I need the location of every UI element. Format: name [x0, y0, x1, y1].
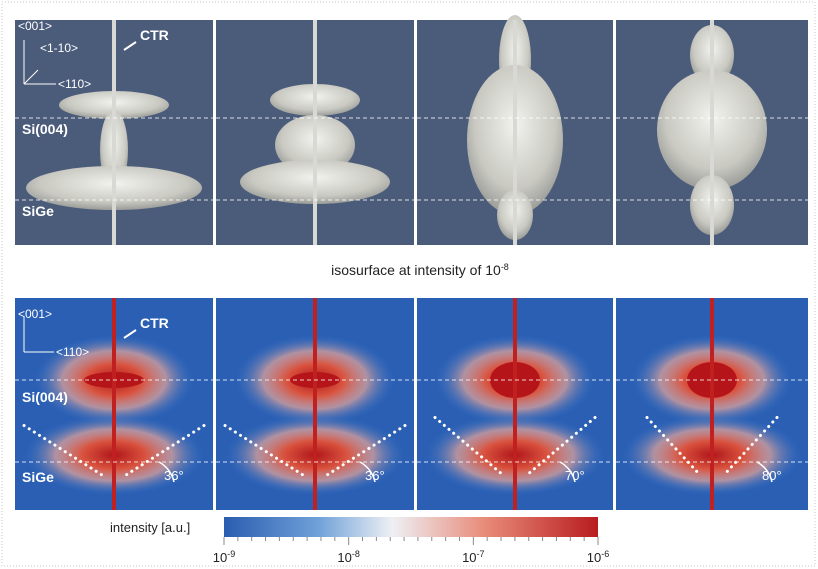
angle-label: 36° [164, 468, 184, 483]
tick-label: 10-6 [587, 549, 609, 565]
tick-label: 10-8 [337, 549, 359, 565]
axis-label: <001> [18, 307, 52, 321]
ctr-rod [112, 20, 116, 245]
ctr-rod [513, 298, 517, 510]
axis-label: <110> [56, 345, 89, 359]
ctr-rod [313, 20, 317, 245]
tick-base: 10 [587, 550, 601, 565]
axis-label: <001> [18, 19, 52, 33]
colorbar-label: intensity [a.u.] [110, 520, 190, 535]
ctr-rod [710, 20, 714, 245]
tick-exponent: -7 [477, 549, 485, 559]
colorbar [224, 517, 598, 537]
tick-base: 10 [337, 550, 351, 565]
peak-label: Si(004) [22, 121, 68, 137]
peak-label: Si(004) [22, 389, 68, 405]
caption-text: isosurface at intensity of 10 [331, 262, 501, 278]
axis-label: <110> [58, 77, 91, 91]
tick-exponent: -6 [601, 549, 609, 559]
angle-label: 36° [365, 468, 385, 483]
axis-label: <1-10> [40, 41, 78, 55]
tick-base: 10 [462, 550, 476, 565]
ctr-rod [710, 298, 714, 510]
tick-exponent: -9 [227, 549, 235, 559]
angle-label: 70° [565, 468, 585, 483]
peak-label: SiGe [22, 469, 54, 485]
tick-label: 10-7 [462, 549, 484, 565]
ctr-rod [513, 20, 517, 245]
caption-exponent: -8 [501, 262, 509, 272]
tick-base: 10 [213, 550, 227, 565]
ctr-label: CTR [140, 27, 169, 43]
tick-exponent: -8 [352, 549, 360, 559]
ctr-label: CTR [140, 315, 169, 331]
ctr-rod [112, 298, 116, 510]
tick-label: 10-9 [213, 549, 235, 565]
peak-label: SiGe [22, 203, 54, 219]
caption: isosurface at intensity of 10-8 [331, 262, 509, 278]
angle-label: 80° [762, 468, 782, 483]
figure: <001> <1-10> <110> CTR Si(004) SiGe isos… [0, 0, 818, 569]
ctr-rod [313, 298, 317, 510]
